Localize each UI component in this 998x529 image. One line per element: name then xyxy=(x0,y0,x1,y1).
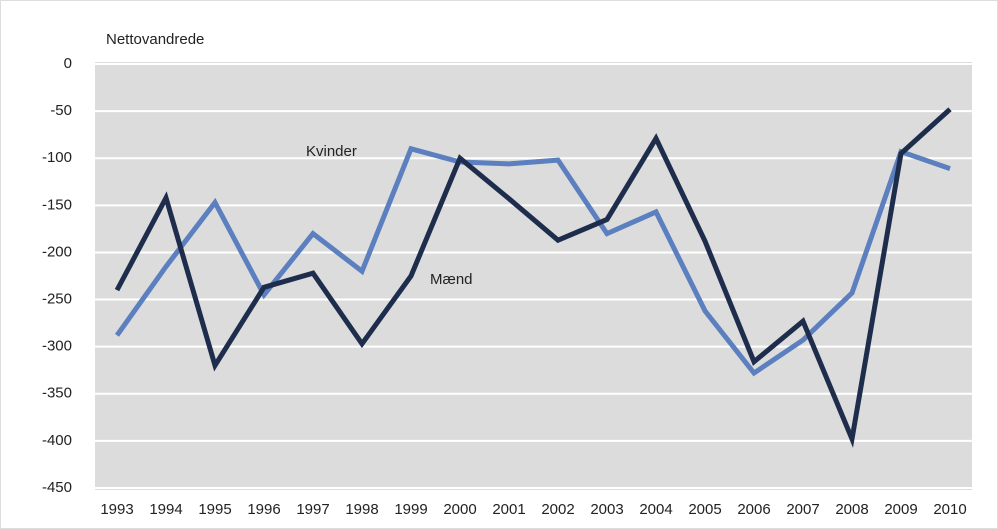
x-tick-label: 2003 xyxy=(590,501,623,518)
x-tick-label: 1999 xyxy=(394,501,427,518)
x-tick-label: 1997 xyxy=(296,501,329,518)
x-tick-label: 1995 xyxy=(198,501,231,518)
y-tick-label: -150 xyxy=(42,196,72,213)
y-tick-label: -450 xyxy=(42,479,72,496)
x-tick-label: 2005 xyxy=(688,501,721,518)
y-tick-label: -250 xyxy=(42,291,72,308)
x-tick-label: 2002 xyxy=(541,501,574,518)
line-series xyxy=(114,107,952,448)
y-tick-label: 0 xyxy=(64,55,72,72)
x-tick-label: 2008 xyxy=(835,501,868,518)
y-tick-label: -50 xyxy=(50,102,72,119)
y-tick-label: -100 xyxy=(42,149,72,166)
series-label: Kvinder xyxy=(306,143,357,160)
y-tick-label: -350 xyxy=(42,385,72,402)
y-tick-label: -200 xyxy=(42,243,72,260)
x-tick-label: 1994 xyxy=(149,501,182,518)
y-tick-label: -300 xyxy=(42,338,72,355)
x-tick-label: 1996 xyxy=(247,501,280,518)
y-tick-label: -400 xyxy=(42,432,72,449)
x-tick-label: 2007 xyxy=(786,501,819,518)
series-label: Mænd xyxy=(430,271,473,288)
x-tick-label: 1993 xyxy=(100,501,133,518)
x-tick-label: 2006 xyxy=(737,501,770,518)
y-axis-label: Nettovandrede xyxy=(106,31,204,48)
plot-area xyxy=(95,62,972,490)
x-tick-label: 1998 xyxy=(345,501,378,518)
x-tick-label: 2000 xyxy=(443,501,476,518)
x-tick-label: 2009 xyxy=(884,501,917,518)
line-series xyxy=(114,145,951,377)
x-tick-label: 2004 xyxy=(639,501,672,518)
x-tick-label: 2001 xyxy=(492,501,525,518)
x-tick-label: 2010 xyxy=(933,501,966,518)
